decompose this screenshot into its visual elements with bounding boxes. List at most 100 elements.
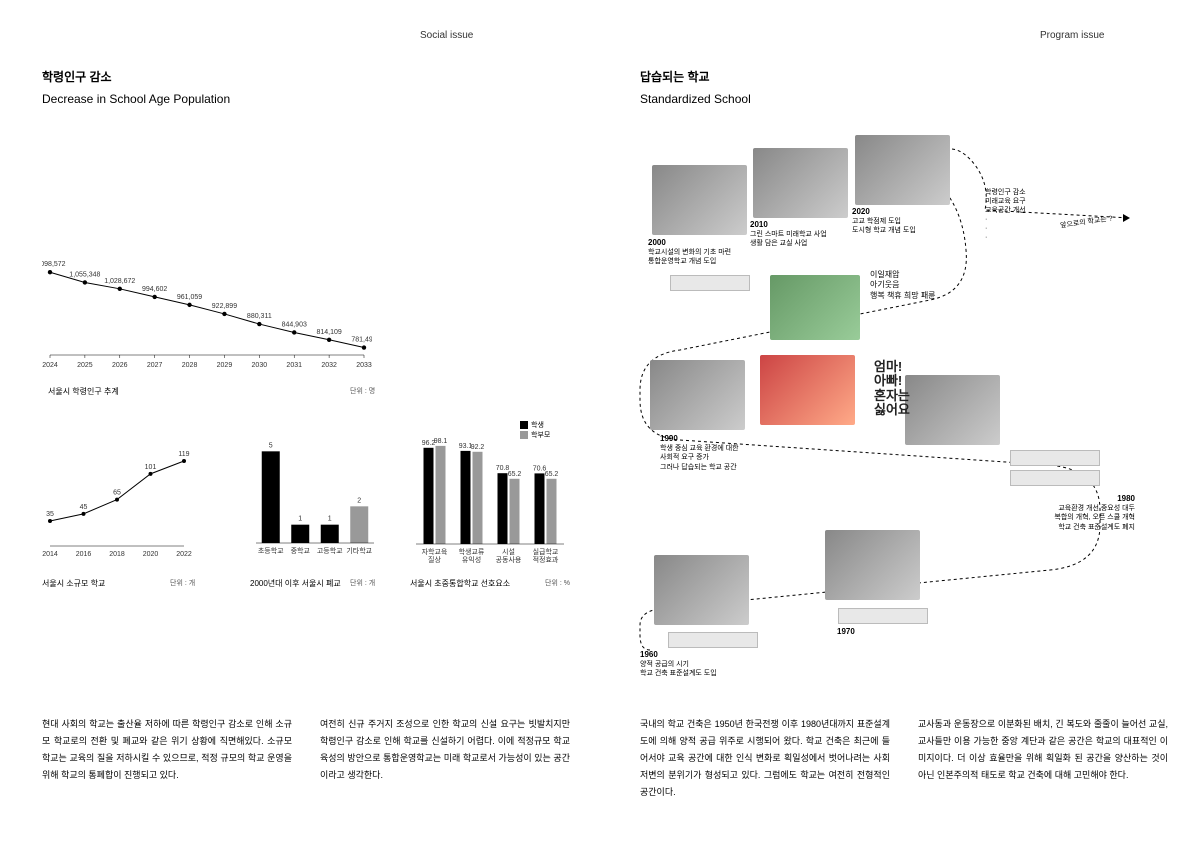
tl-1960-desc: 양적 공급의 시기 학교 건축 표준설계도 도입 <box>640 661 717 677</box>
svg-text:2028: 2028 <box>182 362 198 369</box>
timeline-photo-1970 <box>825 530 920 600</box>
left-title-kr: 학령인구 감소 <box>42 68 112 85</box>
small-school-line-chart: 35 2014 45 2016 65 2018 101 2020 119 2022 <box>42 438 192 563</box>
population-line-chart: 1,098,572 2024 1,055,348 2025 1,028,672 2026 9… <box>42 250 372 370</box>
right-para-1: 국내의 학교 건축은 1950년 한국전쟁 이후 1980년대까지 표준설계도에… <box>640 716 890 801</box>
right-title-en: Standardized School <box>640 92 751 106</box>
svg-text:2032: 2032 <box>321 362 337 369</box>
small-line-caption: 서울시 소규모 학교 <box>42 578 105 589</box>
elev-1980a <box>1010 450 1100 466</box>
svg-text:922,899: 922,899 <box>212 303 237 310</box>
line-chart-unit: 단위 : 명 <box>350 386 375 396</box>
svg-text:시설: 시설 <box>502 548 515 556</box>
svg-text:1,098,572: 1,098,572 <box>42 261 66 268</box>
tl-future-points: 학령인구 감소 미래교육 요구 교육공간 개선 · · · <box>985 188 1026 243</box>
timeline-photo-2000 <box>652 165 747 235</box>
grouped-bar-legend: 학생 학부모 <box>520 420 550 440</box>
svg-text:844,903: 844,903 <box>282 321 307 328</box>
svg-text:92.2: 92.2 <box>471 444 485 451</box>
elev-1970 <box>838 608 928 624</box>
svg-text:기타학교: 기타학교 <box>346 546 372 555</box>
closed-school-bar-chart: 5초등학교1중학교1고등학교2기타학교 <box>250 425 380 563</box>
svg-text:65.2: 65.2 <box>545 471 559 478</box>
tab-program: Program issue <box>1040 30 1104 41</box>
svg-text:1: 1 <box>298 516 302 523</box>
svg-text:2018: 2018 <box>109 551 125 558</box>
svg-text:2014: 2014 <box>42 551 58 558</box>
closed-bar-caption: 2000년대 이후 서울시 폐교 <box>250 578 341 589</box>
left-title-en: Decrease in School Age Population <box>42 92 230 106</box>
left-para-2: 여전히 신규 주거지 조성으로 인한 학교의 신설 요구는 빗발치지만 학령인구… <box>320 716 570 784</box>
timeline-photo-1990-a <box>650 360 745 430</box>
tab-social: Social issue <box>420 30 473 41</box>
svg-text:초등학교: 초등학교 <box>258 546 284 555</box>
right-para-2: 교사동과 운동장으로 이분화된 배치, 긴 복도와 줄줄이 늘어선 교실, 교사… <box>918 716 1168 784</box>
tl-2010-desc: 그린 스마트 미래학교 사업 생활 담은 교실 사업 <box>750 231 827 247</box>
svg-text:101: 101 <box>145 464 157 471</box>
timeline-photo-1980 <box>905 375 1000 445</box>
bubble-1: 이일재압 아기웃음 행복 책휴 희망 패륜 <box>870 270 936 301</box>
tl-2020-desc: 고교 학점제 도입 도시형 학교 개념 도입 <box>852 218 916 234</box>
svg-text:1,028,672: 1,028,672 <box>104 278 135 285</box>
svg-text:5: 5 <box>269 442 273 449</box>
tl-2020: 2020고교 학점제 도입 도시형 학교 개념 도입 <box>852 207 916 236</box>
small-line-unit: 단위 : 개 <box>170 578 195 588</box>
svg-text:2029: 2029 <box>217 362 233 369</box>
grouped-bar-caption: 서울시 초중통합학교 선호요소 <box>410 578 510 589</box>
left-para-1: 현대 사회의 학교는 출산율 저하에 따른 학령인구 감소로 인해 소규모 학교… <box>42 716 292 784</box>
svg-text:유익성: 유익성 <box>462 555 481 564</box>
legend-student: 학생 <box>531 422 544 429</box>
timeline-photo-1990-b <box>760 355 855 425</box>
svg-text:적정효과: 적정효과 <box>533 555 559 564</box>
tl-1990: 1990학생 중심 교육 환경에 대한 사회적 요구 증가 그러나 답습되는 학… <box>660 434 739 472</box>
tl-1980-desc: 교육환경 개선 중요성 대두 복합의 개혁, 오픈 스쿨 개혁 학교 건축 표준… <box>1054 505 1135 530</box>
timeline-photo-2020 <box>855 135 950 205</box>
timeline-photo-1960 <box>654 555 749 625</box>
tl-1980: 1980교육환경 개선 중요성 대두 복합의 개혁, 오픈 스쿨 개혁 학교 건… <box>1035 494 1135 532</box>
line-chart-caption: 서울시 학령인구 추계 <box>48 386 119 397</box>
svg-text:65.2: 65.2 <box>508 471 522 478</box>
svg-text:2025: 2025 <box>77 362 93 369</box>
svg-text:814,109: 814,109 <box>316 329 341 336</box>
svg-text:2022: 2022 <box>176 551 192 558</box>
svg-text:98.1: 98.1 <box>434 438 448 445</box>
tl-2000-desc: 학교시설의 변화의 기초 마련 통합운영학교 개념 도입 <box>648 249 731 265</box>
svg-text:중학교: 중학교 <box>291 546 311 555</box>
svg-text:2026: 2026 <box>112 362 128 369</box>
tl-2000: 2000학교시설의 변화의 기초 마련 통합운영학교 개념 도입 <box>648 238 731 267</box>
svg-text:학생교류: 학생교류 <box>459 547 485 556</box>
grouped-bar-unit: 단위 : % <box>545 578 570 588</box>
svg-text:실급학교: 실급학교 <box>533 547 559 556</box>
svg-text:2016: 2016 <box>76 551 92 558</box>
svg-text:2024: 2024 <box>42 362 58 369</box>
elev-2000 <box>670 275 750 291</box>
svg-text:질상: 질상 <box>428 555 441 564</box>
timeline-photo-2010 <box>753 148 848 218</box>
svg-text:781,496: 781,496 <box>351 337 372 344</box>
preference-grouped-bar-chart: 96.298.1자학교육질상93.192.2학생교류유익성70.865.2시설공… <box>410 438 570 568</box>
tl-1970: 1970 <box>837 627 855 637</box>
svg-text:고등학교: 고등학교 <box>317 546 343 555</box>
svg-text:119: 119 <box>178 451 189 458</box>
elev-1960 <box>668 632 758 648</box>
svg-text:2033: 2033 <box>356 362 372 369</box>
svg-text:공동사용: 공동사용 <box>496 555 522 564</box>
svg-text:자학교육: 자학교육 <box>422 547 448 556</box>
svg-text:2020: 2020 <box>143 551 159 558</box>
svg-text:65: 65 <box>113 490 121 497</box>
svg-text:880,311: 880,311 <box>247 313 272 320</box>
svg-text:1,055,348: 1,055,348 <box>69 271 100 278</box>
timeline-photo-extra <box>770 275 860 340</box>
svg-text:961,059: 961,059 <box>177 294 202 301</box>
svg-text:45: 45 <box>80 504 88 511</box>
bubble-2: 엄마! 아빠! 혼자는 싫어요 <box>874 360 910 417</box>
svg-text:35: 35 <box>46 511 54 518</box>
svg-text:994,602: 994,602 <box>142 286 167 293</box>
closed-bar-unit: 단위 : 개 <box>350 578 375 588</box>
svg-text:2030: 2030 <box>252 362 268 369</box>
tl-1960: 1960양적 공급의 시기 학교 건축 표준설계도 도입 <box>640 650 717 679</box>
elev-1980b <box>1010 470 1100 486</box>
svg-text:2: 2 <box>357 497 361 504</box>
svg-text:2031: 2031 <box>286 362 302 369</box>
right-title-kr: 답습되는 학교 <box>640 68 710 85</box>
